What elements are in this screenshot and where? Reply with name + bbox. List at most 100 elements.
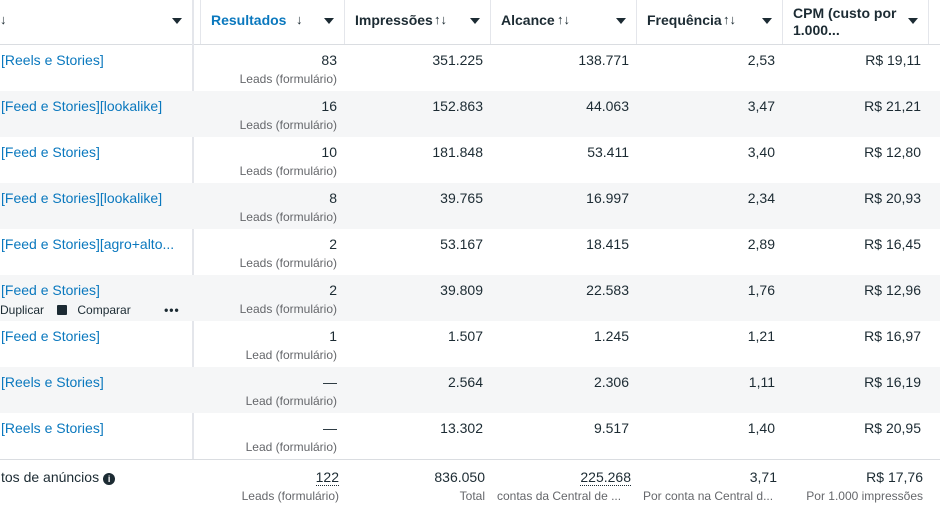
results-type: Leads (formulário) [239,256,337,270]
ad-name-link[interactable]: [Feed e Stories] [1,328,100,344]
chevron-down-icon[interactable] [324,18,334,24]
ad-name-link[interactable]: [Feed e Stories] [1,144,100,160]
header-impressions-label[interactable]: Impressões [355,12,433,28]
reach-value: 2.306 [593,374,629,390]
ad-name-link[interactable]: [Feed e Stories][lookalike] [1,98,163,114]
table-row: [Feed e Stories][lookalike] 8 Leads (for… [0,183,940,229]
compare-button[interactable]: Comparar [57,303,140,317]
reach-value: 44.063 [586,98,629,114]
chevron-down-icon[interactable] [908,18,918,24]
sort-desc-icon[interactable]: ↓ [296,12,303,27]
impressions-value: 53.167 [440,236,483,252]
ad-name-link[interactable]: [Feed e Stories][agro+alto... [1,236,175,252]
ad-name-link[interactable]: [Reels e Stories] [1,52,104,68]
results-type: Lead (formulário) [245,394,337,408]
reach-value: 22.583 [586,282,629,298]
table-row: [Feed e Stories] 1 Lead (formulário) 1.5… [0,321,940,367]
cpm-value: R$ 16,19 [864,374,921,390]
results-value: — [323,374,337,390]
chevron-down-icon[interactable] [172,18,182,24]
header-frequency[interactable]: Frequência ↑↓ [637,0,783,44]
totals-label: tos de anúncios i [1,469,116,485]
sort-icon[interactable]: ↑↓ [723,12,736,27]
ad-name-link[interactable]: [Reels e Stories] [1,374,104,390]
impressions-value: 181.848 [432,144,483,160]
sort-icon[interactable]: ↑↓ [557,12,570,27]
header-results[interactable]: Resultados ↓ [200,0,345,44]
chevron-down-icon[interactable] [616,18,626,24]
header-results-label[interactable]: Resultados [211,12,287,28]
frequency-value: 1,21 [747,328,775,344]
header-frequency-label[interactable]: Frequência [647,12,722,28]
impressions-value: 39.809 [440,282,483,298]
sort-icon[interactable]: ↑↓ [434,12,447,27]
info-icon[interactable]: i [103,473,116,485]
ad-name-link[interactable]: [Feed e Stories] [1,282,100,298]
header-reach-label[interactable]: Alcance [501,12,555,28]
totals-reach-value[interactable]: 225.268 [580,469,631,486]
cpm-value: R$ 12,96 [864,282,921,298]
frequency-value: 1,40 [747,420,775,436]
frequency-value: 1,76 [747,282,775,298]
ad-name-link[interactable]: [Reels e Stories] [1,420,104,436]
header-cpm-line2: 1.000... [793,22,840,38]
totals-results: 122 [200,469,339,486]
duplicate-button[interactable]: Duplicar [0,303,45,317]
frequency-value: 3,40 [747,144,775,160]
results-value: 10 [321,144,337,160]
results-type: Leads (formulário) [239,210,337,224]
results-value: 16 [321,98,337,114]
totals-impressions: 836.050 [434,469,485,485]
cpm-value: R$ 19,11 [865,52,921,68]
cpm-value: R$ 12,80 [864,144,921,160]
results-type: Leads (formulário) [239,302,337,316]
results-type: Lead (formulário) [245,440,337,454]
header-cpm[interactable]: CPM (custo por 1.000... [783,0,929,44]
table-row: [Feed e Stories] Duplicar Comparar ••• 2… [0,275,940,321]
table-row: [Reels e Stories] — Lead (formulário) 13… [0,413,940,459]
cpm-value: R$ 16,97 [864,328,921,344]
cpm-value: R$ 20,93 [864,190,921,206]
frequency-value: 2,89 [747,236,775,252]
totals-results-type: Leads (formulário) [241,489,339,503]
impressions-value: 351.225 [432,52,483,68]
totals-reach: 225.268 [491,469,631,486]
reach-value: 18.415 [586,236,629,252]
more-options-icon[interactable]: ••• [164,303,180,317]
header-name-column[interactable]: ↓ [0,0,193,44]
frequency-value: 1,11 [748,374,775,390]
results-value: 2 [329,236,337,252]
totals-cpm-sub: Por 1.000 impressões [806,489,923,503]
chevron-down-icon[interactable] [762,18,772,24]
cpm-value: R$ 21,21 [864,98,921,114]
impressions-value: 39.765 [440,190,483,206]
ad-name-link[interactable]: [Feed e Stories][lookalike] [1,190,163,206]
table-row: [Reels e Stories] 83 Leads (formulário) … [0,45,940,91]
results-value: 2 [329,282,337,298]
results-value: 1 [329,328,337,344]
results-type: Lead (formulário) [245,348,337,362]
reach-value: 1.245 [593,328,629,344]
impressions-value: 1.507 [447,328,483,344]
totals-row: tos de anúncios i 122 Leads (formulário) … [0,459,940,521]
compare-icon [57,305,68,315]
totals-results-value[interactable]: 122 [315,469,339,486]
frequency-value: 2,34 [747,190,775,206]
header-cpm-label[interactable]: CPM (custo por 1.000... [793,5,896,39]
table-row: [Reels e Stories] — Lead (formulário) 2.… [0,367,940,413]
results-value: — [323,420,337,436]
results-type: Leads (formulário) [239,72,337,86]
header-reach[interactable]: Alcance ↑↓ [491,0,637,44]
reach-value: 16.997 [586,190,629,206]
chevron-down-icon[interactable] [470,18,480,24]
totals-reach-sub: contas da Central de ... [497,489,622,503]
cpm-value: R$ 16,45 [864,236,921,252]
header-impressions[interactable]: Impressões ↑↓ [345,0,491,44]
reach-value: 53.411 [587,144,629,160]
totals-impressions-sub: Total [459,489,485,503]
sort-down-icon[interactable]: ↓ [0,12,7,27]
table-row: [Feed e Stories] 10 Leads (formulário) 1… [0,137,940,183]
reach-value: 138.771 [578,52,629,68]
totals-label-text: tos de anúncios [1,469,100,485]
